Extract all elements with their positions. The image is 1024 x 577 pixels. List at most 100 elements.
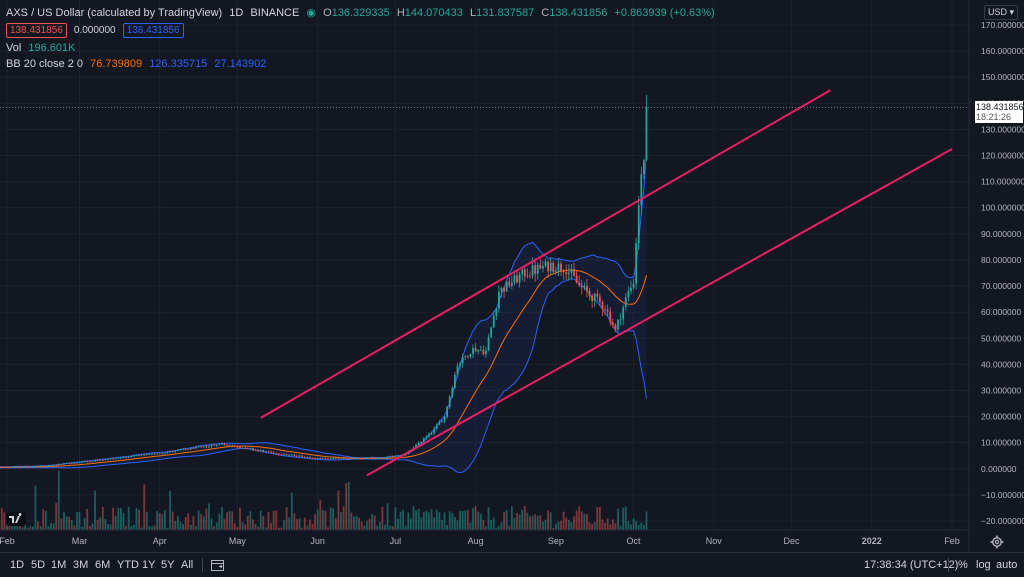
volume-bar <box>633 518 635 530</box>
candle-body <box>19 466 21 467</box>
candle-body <box>534 265 536 274</box>
candle-body <box>345 458 347 459</box>
volume-bar <box>120 508 122 530</box>
volume-bar <box>345 483 347 530</box>
range-button-1y[interactable]: 1Y <box>142 559 155 571</box>
volume-bar <box>262 516 264 530</box>
volume-bar <box>234 523 236 530</box>
range-button-1d[interactable]: 1D <box>10 559 24 571</box>
currency-selector[interactable]: USD ▾ <box>984 5 1018 20</box>
log-scale-button[interactable]: log <box>976 559 991 571</box>
volume-bar <box>239 508 241 530</box>
volume-bar <box>361 522 363 530</box>
candle-body <box>503 288 505 292</box>
bid-ask-row: 138.431856 0.000000 138.431856 <box>6 23 188 38</box>
range-button-ytd[interactable]: YTD <box>117 559 139 571</box>
percent-scale-button[interactable]: % <box>958 559 968 571</box>
candle-body <box>45 466 47 467</box>
open-label: O <box>323 7 332 19</box>
gear-icon[interactable] <box>990 535 1004 549</box>
bollinger-legend[interactable]: BB 20 close 2 0 76.739809 126.335715 27.… <box>6 58 270 70</box>
volume-bar <box>392 526 394 530</box>
volume-bar <box>89 526 91 530</box>
volume-bar <box>330 508 332 530</box>
auto-scale-button[interactable]: auto <box>996 559 1017 571</box>
volume-bar <box>86 509 88 530</box>
volume-bar <box>555 524 557 530</box>
buy-price-box[interactable]: 138.431856 <box>123 23 184 38</box>
go-to-date-icon[interactable] <box>211 559 224 571</box>
volume-bar <box>325 511 327 530</box>
volume-bars <box>0 471 647 530</box>
volume-bar <box>558 522 560 530</box>
sell-price-box[interactable]: 138.431856 <box>6 23 67 38</box>
candle-body <box>73 463 75 464</box>
last-price-badge: 138.431856 18:21:26 <box>975 101 1023 123</box>
candle-body <box>1 467 3 468</box>
volume-bar <box>477 512 479 530</box>
volume-bar <box>573 516 575 530</box>
candle-body <box>387 457 389 458</box>
symbol-title[interactable]: AXS / US Dollar (calculated by TradingVi… <box>6 7 222 19</box>
candle-body <box>498 292 500 309</box>
volume-bar <box>643 525 645 530</box>
volume-bar <box>37 522 39 530</box>
volume-bar <box>317 509 319 530</box>
volume-bar <box>180 522 182 530</box>
candle-body <box>200 447 202 448</box>
volume-bar <box>247 516 249 530</box>
volume-bar <box>353 516 355 530</box>
range-button-5y[interactable]: 5Y <box>161 559 174 571</box>
volume-bar <box>296 519 298 530</box>
volume-bar <box>112 508 114 530</box>
price-tick-label: 90.000000 <box>981 229 1021 239</box>
candle-body <box>138 455 140 456</box>
volume-bar <box>97 520 99 530</box>
volume-bar <box>335 518 337 530</box>
price-tick-label: 130.000000 <box>981 124 1024 134</box>
candle-body <box>356 458 358 459</box>
volume-bar <box>337 491 339 530</box>
volume-bar <box>115 516 117 530</box>
volume-bar <box>568 520 570 530</box>
range-button-all[interactable]: All <box>181 559 193 571</box>
volume-bar <box>366 521 368 530</box>
spread-value: 0.000000 <box>74 25 116 36</box>
candle-body <box>335 458 337 459</box>
volume-bar <box>60 518 62 530</box>
candle-body <box>193 448 195 449</box>
price-tick-label: 120.000000 <box>981 151 1024 161</box>
candle-body <box>516 275 518 282</box>
volume-bar <box>177 516 179 530</box>
range-button-1m[interactable]: 1M <box>51 559 66 571</box>
candle-body <box>607 310 609 312</box>
candle-body <box>459 363 461 366</box>
volume-bar <box>400 512 402 530</box>
time-tick-label: Feb <box>944 536 960 546</box>
range-button-6m[interactable]: 6M <box>95 559 110 571</box>
price-tick-label: −10.000000 <box>981 490 1024 500</box>
candle-body <box>133 455 135 456</box>
candle-body <box>470 354 472 357</box>
volume-bar <box>319 500 321 530</box>
range-button-5d[interactable]: 5D <box>31 559 45 571</box>
candle-body <box>185 449 187 450</box>
volume-bar <box>94 491 96 530</box>
volume-bar <box>314 514 316 530</box>
candle-body <box>229 445 231 446</box>
candle-body <box>327 459 329 460</box>
time-tick-label: Oct <box>627 536 642 546</box>
range-button-3m[interactable]: 3M <box>73 559 88 571</box>
clock[interactable]: 17:38:34 (UTC+12) <box>864 559 958 571</box>
volume-bar <box>604 523 606 530</box>
time-tick-label: Aug <box>468 536 484 546</box>
candle-body <box>426 437 428 439</box>
candle-body <box>477 350 479 351</box>
volume-legend[interactable]: Vol 196.601K <box>6 42 79 54</box>
price-chart[interactable]: 170.000000160.000000150.000000140.000000… <box>0 0 1024 552</box>
volume-bar <box>591 524 593 530</box>
candle-body <box>218 444 220 445</box>
volume-bar <box>84 518 86 530</box>
volume-bar <box>286 507 288 530</box>
candle-body <box>524 269 526 276</box>
